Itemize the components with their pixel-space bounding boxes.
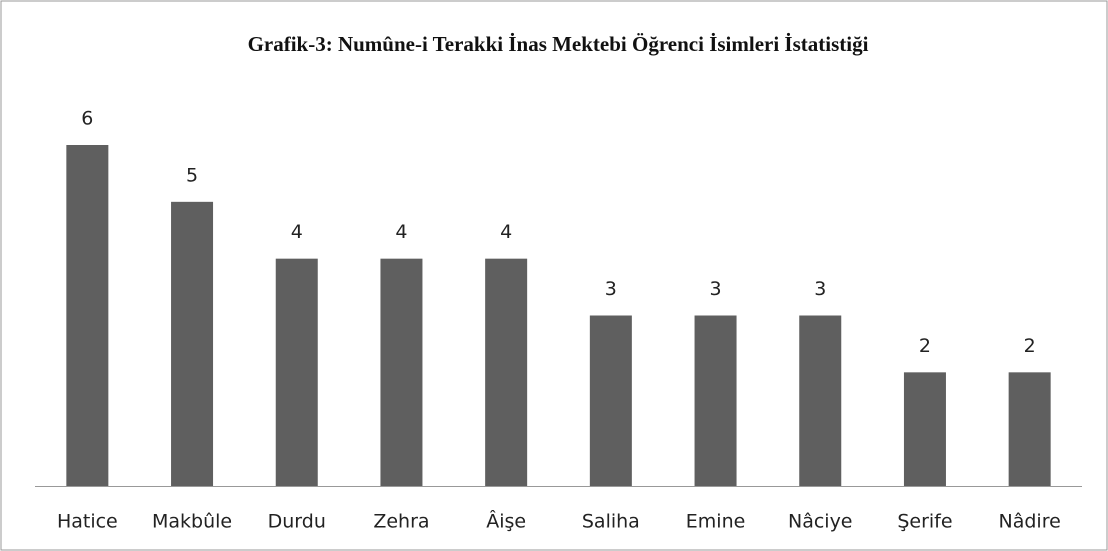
bar: [589, 315, 632, 486]
x-tick-label: Emine: [686, 511, 746, 533]
bar: [1008, 372, 1051, 486]
data-label: 6: [81, 108, 93, 130]
bar: [275, 258, 318, 486]
x-tick-label: Nâciye: [788, 511, 853, 533]
x-tick-label: Nâdire: [999, 511, 1061, 533]
data-label: 3: [814, 278, 826, 300]
data-label: 4: [395, 221, 407, 243]
data-label: 4: [291, 221, 303, 243]
bar: [171, 201, 214, 487]
bar: [799, 315, 842, 486]
chart-title: Grafik-3: Numûne-i Terakki İnas Mektebi …: [248, 32, 869, 56]
x-tick-label: Zehra: [373, 511, 429, 533]
bar: [380, 258, 423, 486]
bar: [694, 315, 737, 486]
bar: [485, 258, 528, 486]
data-label: 4: [500, 221, 512, 243]
bar: [66, 145, 109, 486]
data-label: 5: [186, 164, 198, 186]
data-label: 3: [605, 278, 617, 300]
x-tick-label: Hatice: [57, 511, 118, 533]
data-label: 2: [1024, 335, 1036, 357]
x-tick-label: Durdu: [268, 511, 326, 533]
x-tick-label: Saliha: [582, 511, 640, 533]
bar: [903, 372, 946, 486]
data-label: 3: [710, 278, 722, 300]
x-tick-label: Şerife: [897, 511, 952, 533]
x-tick-label: Âişe: [486, 510, 526, 533]
x-tick-label: Makbûle: [152, 511, 232, 533]
data-label: 2: [919, 335, 931, 357]
